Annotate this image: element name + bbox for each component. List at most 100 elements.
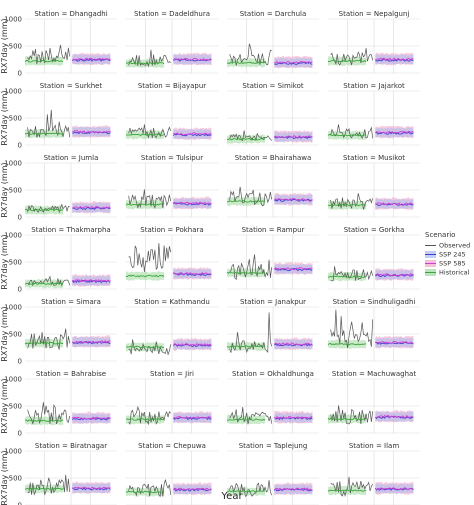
panel-title: Station = Rampur <box>242 226 305 234</box>
observed-series <box>128 189 172 209</box>
historical-series <box>125 274 165 278</box>
y-tick-label: 500 <box>9 43 22 51</box>
historical-series <box>24 419 64 422</box>
ssp585-series <box>375 57 414 61</box>
panel-tulsipur: Station = Tulsipur <box>125 154 218 218</box>
observed-series <box>27 203 70 214</box>
legend-entry-label: Observed <box>439 242 470 250</box>
legend-entry-label: Historical <box>439 269 470 277</box>
historical-series <box>24 59 64 63</box>
ssp245-series <box>71 417 111 421</box>
y-axis-label: RX7day (mm) <box>0 18 9 73</box>
ssp585-series <box>173 416 212 420</box>
ssp245-series <box>72 487 111 491</box>
ssp245-series <box>274 343 313 347</box>
y-tick-label: 1000 <box>4 16 22 24</box>
historical-series <box>125 490 165 494</box>
observed-series <box>330 476 373 498</box>
panel-okhaldhunga: Station = Okhaldhunga <box>226 370 319 434</box>
panel-janakpur: Station = Janakpur <box>226 298 319 362</box>
panel-title: Station = Jiri <box>150 370 194 378</box>
observed-series <box>229 186 273 207</box>
observed-series <box>229 480 273 497</box>
historical-band <box>227 414 266 425</box>
observed-series <box>330 193 374 210</box>
y-tick-label: 0 <box>18 70 22 78</box>
panel-taplejung: Station = Taplejung200020202035 <box>226 442 319 505</box>
panel-title: Station = Simikot <box>242 82 303 90</box>
ssp585-series <box>375 272 414 277</box>
y-tick-label: 500 <box>9 187 22 195</box>
ssp585-series <box>274 60 313 64</box>
historical-series <box>24 282 64 285</box>
historical-series <box>327 417 367 421</box>
panel-title: Station = Simara <box>41 298 101 306</box>
observed-series <box>27 109 71 138</box>
panel-machuwaghat: Station = Machuwaghat <box>327 370 420 434</box>
panel-title: Station = Pokhara <box>140 226 203 234</box>
observed-series <box>229 407 273 425</box>
ssp585-series <box>72 130 111 134</box>
panel-gorkha: Station = Gorkha <box>327 226 420 290</box>
y-tick-label: 1000 <box>4 160 22 168</box>
panel-title: Station = Bijayapur <box>138 82 206 90</box>
historical-series <box>226 271 266 275</box>
historical-series <box>24 341 64 345</box>
observed-series <box>128 243 172 273</box>
panel-nepalgunj: Station = Nepalgunj <box>327 10 420 74</box>
observed-series <box>128 339 172 356</box>
panel-title: Station = Sindhuligadhi <box>333 298 416 306</box>
y-tick-label: 500 <box>9 475 22 483</box>
y-tick-label: 0 <box>18 502 22 505</box>
panel-title: Station = Gorkha <box>344 226 405 234</box>
ssp585-series <box>375 340 414 344</box>
historical-band <box>126 271 165 281</box>
ssp585-series <box>172 57 212 61</box>
observed-series <box>330 309 374 348</box>
ssp585-series <box>172 487 212 491</box>
ssp585-series <box>72 340 111 344</box>
ssp585-series <box>72 416 111 420</box>
y-tick-label: 1000 <box>4 448 22 456</box>
ssp585-series <box>375 130 414 134</box>
panel-bijayapur: Station = Bijayapur <box>125 82 218 146</box>
panel-title: Station = Dhangadhi <box>34 10 107 18</box>
panel-jajarkot: Station = Jajarkot <box>327 82 420 146</box>
observed-series <box>27 474 71 496</box>
ssp585-series <box>72 279 111 283</box>
observed-series <box>330 405 374 425</box>
panel-title: Station = Chepuwa <box>138 442 206 450</box>
y-tick-label: 500 <box>9 331 22 339</box>
panel-title: Station = Surkhet <box>40 82 103 90</box>
ssp585-series <box>173 201 212 205</box>
ssp585-series <box>274 135 313 139</box>
y-axis-label: RX7day (mm) <box>0 234 9 289</box>
y-axis-label: RX7day (mm) <box>0 90 9 145</box>
panel-title: Station = Biratnagar <box>35 442 107 450</box>
y-tick-label: 500 <box>9 259 22 267</box>
observed-series <box>27 328 71 350</box>
y-tick-label: 1000 <box>4 304 22 312</box>
panel-musikot: Station = Musikot <box>327 154 420 218</box>
y-tick-label: 0 <box>18 214 22 222</box>
historical-series <box>24 132 64 135</box>
observed-series <box>27 402 71 425</box>
panel-title: Station = Janakpur <box>240 298 306 306</box>
panel-title: Station = Jumla <box>44 154 99 162</box>
observed-series <box>330 48 374 66</box>
legend-entry-label: SSP 245 <box>439 251 466 259</box>
ssp585-series <box>274 197 313 201</box>
y-axis-label: RX7day (mm) <box>0 450 9 505</box>
historical-series <box>125 203 165 206</box>
panel-title: Station = Tulsipur <box>141 154 203 162</box>
y-axis-label: RX7day (mm) <box>0 162 9 217</box>
y-tick-label: 1000 <box>4 232 22 240</box>
historical-series <box>125 133 165 137</box>
ssp585-series <box>375 202 414 206</box>
observed-series <box>27 44 71 65</box>
ssp585-series <box>273 266 313 271</box>
legend-title: Scenario <box>425 231 455 239</box>
